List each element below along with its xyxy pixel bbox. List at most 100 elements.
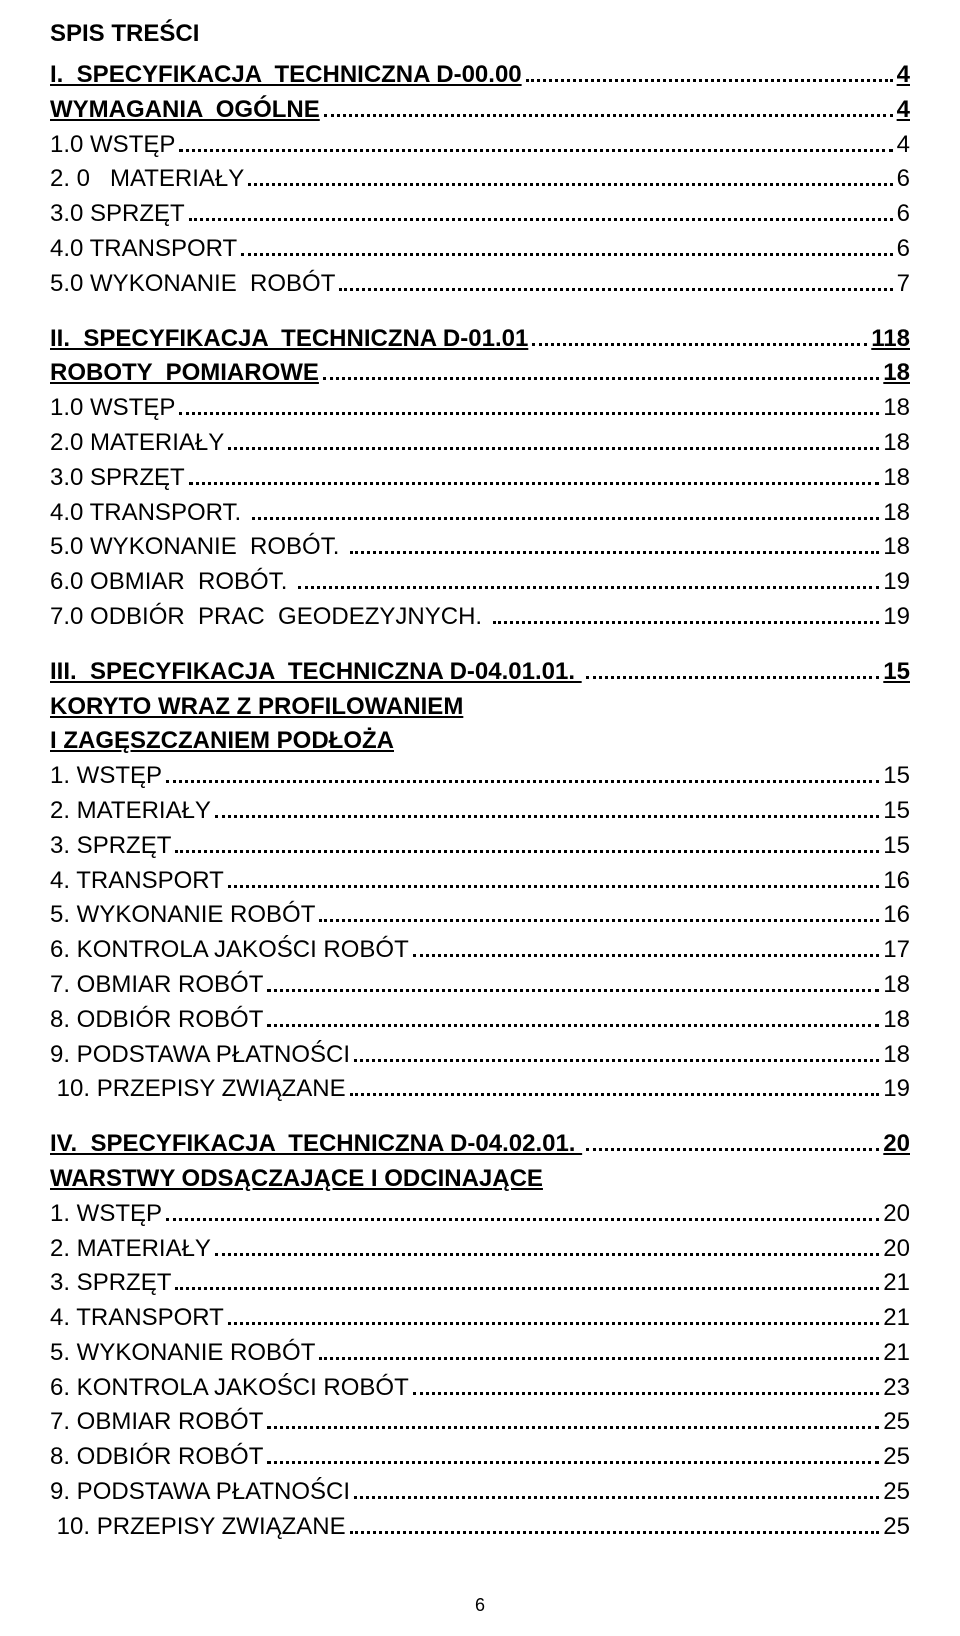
toc-line: 7. OBMIAR ROBÓT 25	[50, 1405, 910, 1440]
toc-line: 3.0 SPRZĘT 6	[50, 197, 910, 232]
toc-line: 2. MATERIAŁY15	[50, 794, 910, 829]
toc-line: II. SPECYFIKACJA TECHNICZNA D-01.01118	[50, 322, 910, 357]
toc-line: 7.0 ODBIÓR PRAC GEODEZYJNYCH. 19	[50, 600, 910, 635]
toc-page-ref: 18	[883, 530, 910, 565]
toc-dots	[586, 657, 880, 679]
toc-dots	[267, 1005, 879, 1027]
toc-page-ref: 7	[897, 267, 910, 302]
toc-continuation: I ZAGĘSZCZANIEM PODŁOŻA	[50, 724, 910, 759]
toc-line: 2.0 MATERIAŁY 18	[50, 426, 910, 461]
page-number: 6	[50, 1595, 910, 1616]
toc-page-ref: 19	[883, 565, 910, 600]
toc-page-ref: 20	[883, 1197, 910, 1232]
toc-line: 4.0 TRANSPORT. 18	[50, 496, 910, 531]
section-gap	[50, 1107, 910, 1127]
toc-page-ref: 18	[883, 461, 910, 496]
toc-dots	[215, 796, 879, 818]
toc-dots	[252, 497, 879, 519]
toc-page-ref: 17	[883, 933, 910, 968]
toc-dots	[228, 1303, 879, 1325]
toc-dots	[215, 1233, 879, 1255]
toc-label: 5. WYKONANIE ROBÓT	[50, 1336, 315, 1371]
toc-label: 6. KONTROLA JAKOŚCI ROBÓT	[50, 1371, 409, 1406]
toc-dots	[319, 900, 879, 922]
toc-dots	[175, 831, 879, 853]
toc-page-ref: 6	[897, 232, 910, 267]
toc-page-ref: 25	[883, 1475, 910, 1510]
toc-title: SPIS TREŚCI	[50, 20, 910, 48]
section-gap	[50, 635, 910, 655]
toc-line: 5. WYKONANIE ROBÓT21	[50, 1336, 910, 1371]
toc-line: 3. SPRZĘT15	[50, 829, 910, 864]
toc-dots	[350, 1074, 880, 1096]
toc-line: 2. MATERIAŁY 20	[50, 1232, 910, 1267]
toc-page-ref: 18	[883, 426, 910, 461]
toc-line: 6. KONTROLA JAKOŚCI ROBÓT23	[50, 1371, 910, 1406]
toc-page-ref: 21	[883, 1301, 910, 1336]
toc-label: 2.0 MATERIAŁY	[50, 426, 224, 461]
toc-line: 4. TRANSPORT21	[50, 1301, 910, 1336]
toc-label: WYMAGANIA OGÓLNE	[50, 93, 320, 128]
toc-line: 8. ODBIÓR ROBÓT 25	[50, 1440, 910, 1475]
toc-page-ref: 18	[883, 1003, 910, 1038]
toc-dots	[354, 1477, 879, 1499]
toc-line: 8. ODBIÓR ROBÓT18	[50, 1003, 910, 1038]
toc-line: 1. WSTĘP 20	[50, 1197, 910, 1232]
toc-dots	[586, 1129, 879, 1151]
toc-page-ref: 19	[883, 600, 910, 635]
toc-label: 9. PODSTAWA PŁATNOŚCI	[50, 1038, 350, 1073]
toc-dots	[298, 567, 879, 589]
toc-body: I. SPECYFIKACJA TECHNICZNA D-00.004WYMAG…	[50, 58, 910, 1565]
toc-line: 1. WSTĘP 15	[50, 759, 910, 794]
toc-label: III. SPECYFIKACJA TECHNICZNA D-04.01.01.	[50, 655, 582, 690]
toc-label: 1. WSTĘP	[50, 759, 162, 794]
toc-page-ref: 25	[883, 1510, 910, 1545]
toc-line: III. SPECYFIKACJA TECHNICZNA D-04.01.01.…	[50, 655, 910, 690]
toc-line: 9. PODSTAWA PŁATNOŚCI18	[50, 1038, 910, 1073]
toc-page-ref: 4	[897, 58, 910, 93]
toc-dots	[228, 428, 879, 450]
toc-label: 3. SPRZĘT	[50, 829, 171, 864]
toc-page-ref: 15	[883, 759, 910, 794]
toc-label: 5. WYKONANIE ROBÓT	[50, 898, 315, 933]
toc-label: 1. WSTĘP	[50, 1197, 162, 1232]
toc-label: 10. PRZEPISY ZWIĄZANE	[50, 1072, 346, 1107]
toc-label: 9. PODSTAWA PŁATNOŚCI	[50, 1475, 350, 1510]
toc-label: 5.0 WYKONANIE ROBÓT	[50, 267, 335, 302]
toc-label: 5.0 WYKONANIE ROBÓT.	[50, 530, 346, 565]
toc-dots	[526, 60, 893, 82]
toc-page-ref: 4	[897, 128, 910, 163]
toc-page-ref: 25	[883, 1405, 910, 1440]
toc-page-ref: 25	[883, 1440, 910, 1475]
toc-line: 4. TRANSPORT16	[50, 864, 910, 899]
toc-label: 3.0 SPRZĘT	[50, 197, 185, 232]
toc-line: 1.0 WSTĘP 4	[50, 128, 910, 163]
toc-line: 10. PRZEPISY ZWIĄZANE25	[50, 1510, 910, 1545]
toc-page-ref: 20	[883, 1127, 910, 1162]
toc-label: 2. MATERIAŁY	[50, 1232, 211, 1267]
toc-page-ref: 18	[883, 391, 910, 426]
toc-label: 1.0 WSTĘP	[50, 128, 175, 163]
toc-dots	[354, 1039, 879, 1061]
toc-page-ref: 18	[883, 968, 910, 1003]
toc-label: 3.0 SPRZĘT	[50, 461, 185, 496]
toc-page-ref: 6	[897, 162, 910, 197]
toc-page-ref: 18	[883, 356, 910, 391]
toc-page-ref: 18	[883, 496, 910, 531]
toc-page-ref: 16	[883, 864, 910, 899]
toc-label: 7. OBMIAR ROBÓT	[50, 1405, 263, 1440]
section-gap	[50, 1545, 910, 1565]
toc-page-ref: 6	[897, 197, 910, 232]
toc-page-ref: 20	[883, 1232, 910, 1267]
toc-label: 8. ODBIÓR ROBÓT	[50, 1440, 263, 1475]
toc-dots	[493, 602, 880, 624]
toc-label: 7.0 ODBIÓR PRAC GEODEZYJNYCH.	[50, 600, 489, 635]
toc-page-ref: 15	[883, 655, 910, 690]
toc-label: II. SPECYFIKACJA TECHNICZNA D-01.01	[50, 322, 528, 357]
toc-dots	[179, 393, 879, 415]
toc-label: 7. OBMIAR ROBÓT	[50, 968, 263, 1003]
toc-label: 4.0 TRANSPORT.	[50, 496, 248, 531]
toc-label: 3. SPRZĘT	[50, 1266, 171, 1301]
toc-label: 6. KONTROLA JAKOŚCI ROBÓT	[50, 933, 409, 968]
toc-line: 3.0 SPRZĘT 18	[50, 461, 910, 496]
